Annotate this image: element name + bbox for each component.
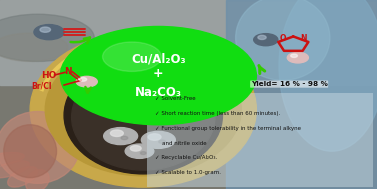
Circle shape [287, 52, 308, 63]
Circle shape [125, 144, 154, 158]
Bar [226, 0, 377, 189]
Circle shape [140, 152, 146, 155]
Circle shape [76, 76, 97, 87]
Ellipse shape [4, 125, 57, 178]
Circle shape [40, 27, 51, 32]
Text: Yield= 16 % - 98 %: Yield= 16 % - 98 % [251, 81, 328, 87]
Circle shape [110, 130, 123, 136]
Text: ✓ Recyclable Cu/Al₂O₃.: ✓ Recyclable Cu/Al₂O₃. [155, 155, 217, 160]
Ellipse shape [30, 32, 256, 187]
Ellipse shape [279, 0, 377, 151]
Circle shape [103, 42, 161, 71]
Circle shape [141, 131, 175, 148]
Ellipse shape [0, 14, 94, 61]
Circle shape [254, 34, 278, 46]
Ellipse shape [0, 33, 68, 61]
Ellipse shape [0, 161, 29, 178]
Text: O: O [280, 34, 286, 43]
Text: ✓ Solvent-Free: ✓ Solvent-Free [155, 96, 195, 101]
Ellipse shape [26, 170, 49, 189]
Ellipse shape [45, 43, 241, 176]
Text: Br/Cl: Br/Cl [31, 81, 52, 91]
Circle shape [130, 146, 141, 151]
Text: N: N [64, 67, 72, 76]
Ellipse shape [72, 64, 215, 170]
Ellipse shape [8, 167, 38, 187]
Circle shape [121, 136, 128, 140]
Text: ✓ Short reaction time (less than 60 minutes).: ✓ Short reaction time (less than 60 minu… [155, 111, 280, 116]
Circle shape [104, 128, 138, 145]
Text: Cu/Al₂O₃: Cu/Al₂O₃ [131, 52, 185, 65]
Text: HO: HO [41, 71, 57, 80]
FancyBboxPatch shape [147, 93, 373, 187]
Text: +: + [153, 67, 164, 80]
Text: Na₂CO₃: Na₂CO₃ [135, 86, 182, 99]
Ellipse shape [236, 0, 330, 80]
Text: ✓ Functional group tolerability in the terminal alkyne: ✓ Functional group tolerability in the t… [155, 126, 300, 131]
Circle shape [291, 54, 297, 57]
Ellipse shape [0, 112, 79, 183]
Circle shape [148, 134, 161, 140]
Bar [0, 0, 377, 85]
Text: and nitrile oxide: and nitrile oxide [155, 141, 206, 146]
Text: ✓ Scalable to 1.0-gram.: ✓ Scalable to 1.0-gram. [155, 170, 221, 175]
Text: N: N [300, 34, 307, 43]
Ellipse shape [0, 153, 25, 166]
Circle shape [60, 26, 256, 125]
Circle shape [34, 25, 64, 40]
Ellipse shape [64, 57, 222, 174]
Circle shape [258, 35, 266, 40]
Circle shape [159, 140, 166, 143]
Circle shape [79, 77, 87, 81]
